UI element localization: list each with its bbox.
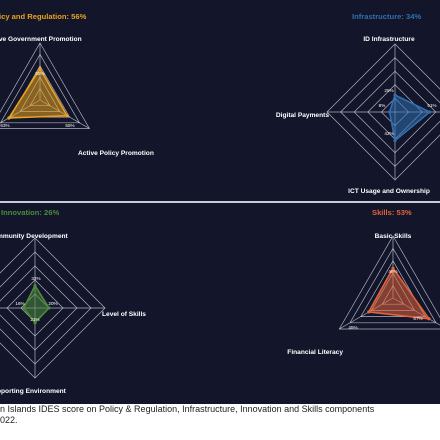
radar-charts: 55% 55% 63% ive Government Promotion Active …	[0, 12, 440, 395]
radar-axis-label: Financial Literacy	[287, 349, 343, 356]
radar-series-area	[388, 94, 431, 142]
radar-axis-label: ive Government Promotion	[0, 36, 82, 43]
radar-axis-label: Digital Payments	[276, 112, 329, 119]
radar-point	[22, 306, 26, 310]
radar-value-label: 55%	[35, 71, 44, 76]
radar-value-label: 20%	[48, 301, 57, 306]
radar-value-label: 67%	[413, 316, 422, 321]
caption-line-2: 022.	[0, 415, 18, 425]
radar-value-label: 63%	[0, 123, 9, 128]
radar-axis-label: mmunity Development	[0, 233, 69, 240]
radar-value-label: 25%	[384, 88, 393, 93]
radar-point	[7, 116, 11, 120]
radar-axis-label: ID Infrastructure	[363, 36, 415, 43]
radar-point	[33, 284, 37, 288]
radar-axis-label: Basic Skills	[375, 233, 412, 240]
radar-value-label: 51%	[427, 103, 436, 108]
radar-axis-label: pporting Environment	[0, 388, 67, 395]
radar-point	[65, 114, 69, 118]
radar-value-label: 42%	[384, 131, 393, 136]
radar-point	[393, 93, 397, 97]
radar-series-area	[367, 267, 430, 320]
radar-series-area	[8, 67, 68, 119]
radar-axis-label: Active Policy Promotion	[78, 150, 154, 157]
radar-point	[391, 266, 395, 270]
radar-grid-ring	[360, 260, 426, 317]
radar-point	[367, 310, 371, 314]
radar-point	[388, 110, 392, 114]
radar-point	[38, 67, 42, 71]
radar-value-label: 55%	[65, 123, 74, 128]
radar-point	[47, 306, 51, 310]
caption-line-1: n Islands IDES score on Policy & Regulat…	[0, 404, 375, 414]
radar-grid-ring	[0, 53, 81, 124]
radar-axis-label: ICT Usage and Ownership	[348, 188, 430, 195]
radar-value-label: 45%	[348, 325, 357, 330]
radar-point	[427, 317, 431, 321]
radar-value-label: 16%	[15, 301, 24, 306]
radar-grid-ring	[338, 235, 440, 330]
radar-chart-title: Innovation: 26%	[1, 208, 59, 217]
panel-divider	[0, 201, 440, 203]
radar-point	[428, 110, 432, 114]
radar-value-label: 48%	[388, 269, 397, 274]
radar-point	[33, 321, 37, 325]
radar-value-label: 21%	[30, 317, 39, 322]
radar-axis-label: Level of Skills	[102, 311, 146, 318]
figure-panel: 55% 55% 63% ive Government Promotion Active …	[0, 0, 440, 404]
radar-grid-ring	[0, 42, 91, 129]
figure-caption: n Islands IDES score on Policy & Regulat…	[0, 404, 440, 426]
radar-point	[393, 139, 397, 143]
radar-value-label: 8%	[379, 103, 386, 108]
radar-chart-title: icy and Regulation: 56%	[0, 12, 87, 21]
radar-chart-title: Skills: 53%	[372, 208, 412, 217]
radar-grid-ring	[349, 247, 437, 324]
radar-value-label: 32%	[31, 276, 40, 281]
radar-chart-title: Infrastructure: 34%	[352, 12, 421, 21]
